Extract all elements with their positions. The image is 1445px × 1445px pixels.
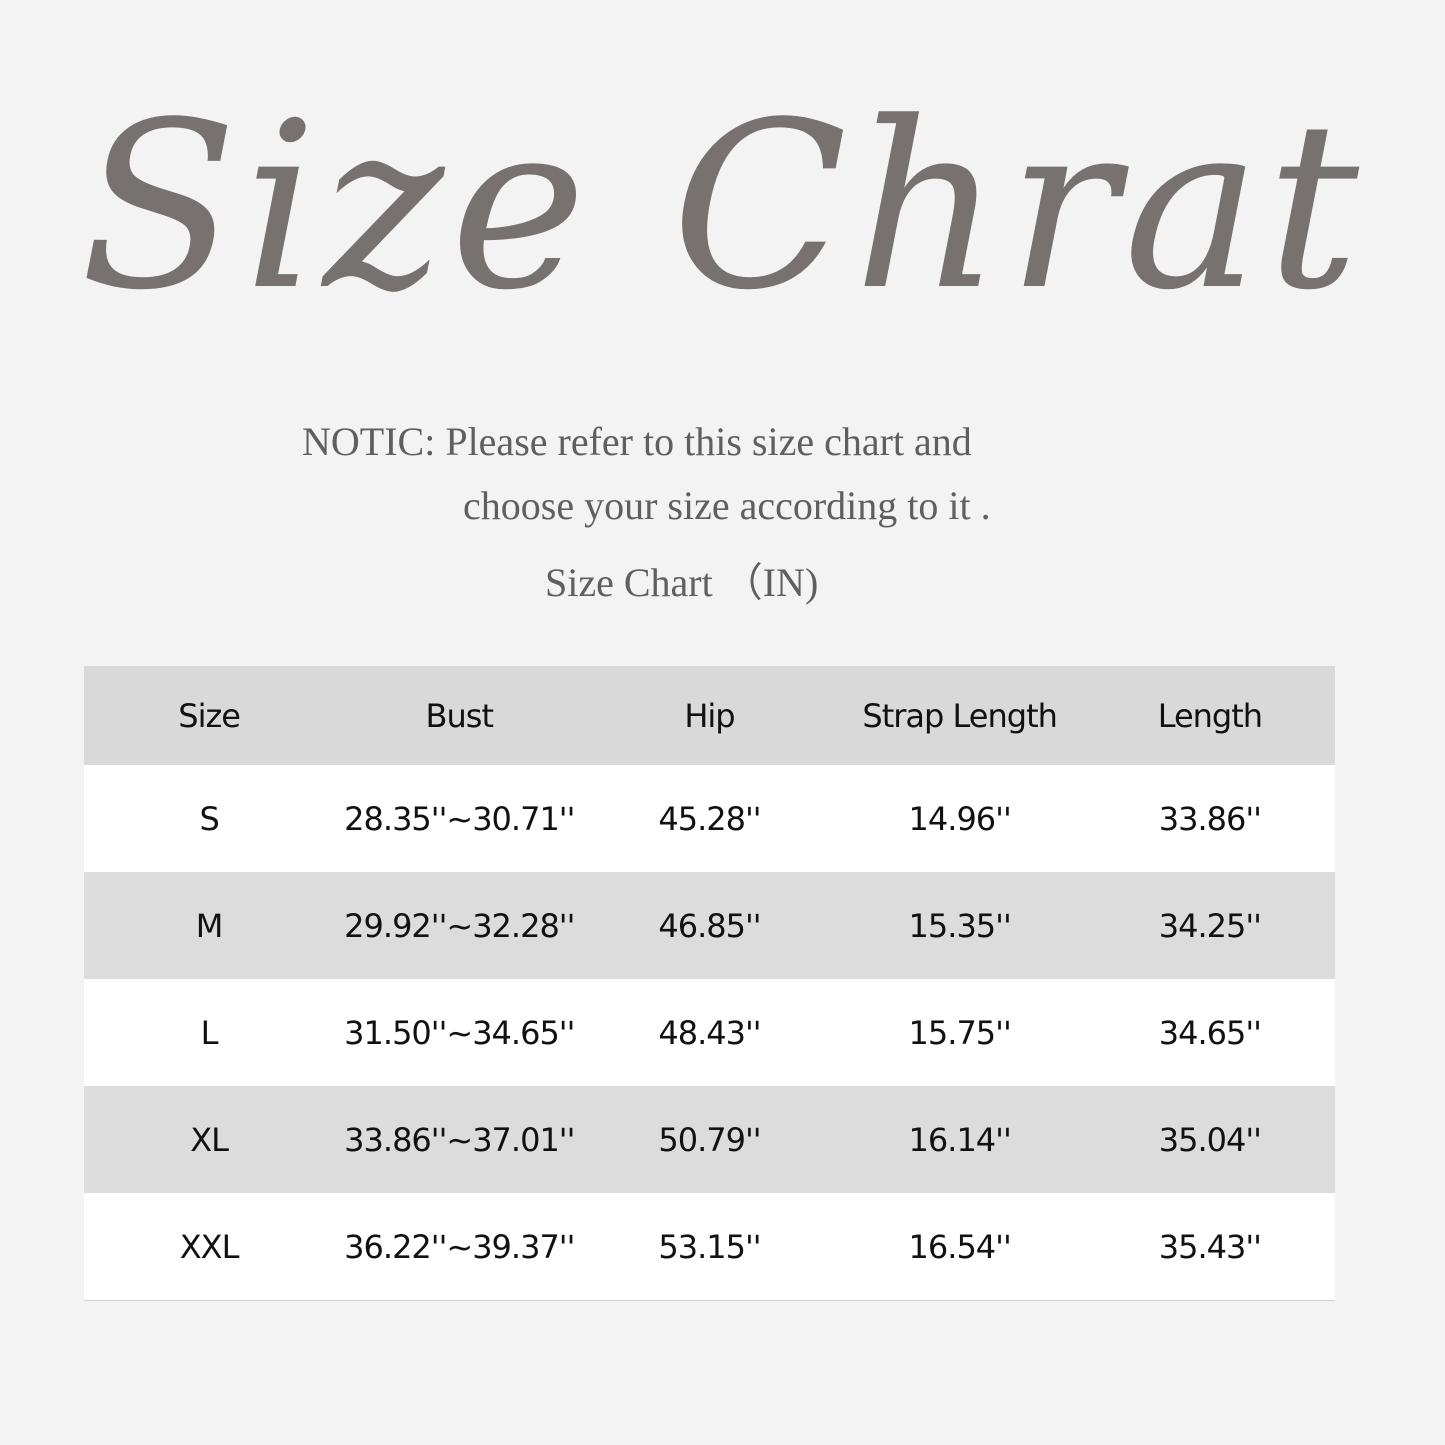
cell-bust: 28.35''~30.71'' xyxy=(334,765,585,872)
table-header-row: Size Bust Hip Strap Length Length xyxy=(84,666,1335,765)
cell-hip: 53.15'' xyxy=(584,1193,835,1301)
cell-bust: 36.22''~39.37'' xyxy=(334,1193,585,1301)
table-row: XXL 36.22''~39.37'' 53.15'' 16.54'' 35.43'' xyxy=(84,1193,1335,1301)
table-row: L 31.50''~34.65'' 48.43'' 15.75'' 34.65'' xyxy=(84,979,1335,1086)
cell-hip: 50.79'' xyxy=(584,1086,835,1193)
cell-size: M xyxy=(84,872,335,979)
cell-size: S xyxy=(84,765,335,872)
cell-strap-length: 14.96'' xyxy=(834,765,1085,872)
header-hip: Hip xyxy=(584,666,835,765)
table-row: S 28.35''~30.71'' 45.28'' 14.96'' 33.86'' xyxy=(84,765,1335,872)
cell-bust: 31.50''~34.65'' xyxy=(334,979,585,1086)
cell-hip: 48.43'' xyxy=(584,979,835,1086)
table-row: M 29.92''~32.28'' 46.85'' 15.35'' 34.25'' xyxy=(84,872,1335,979)
cell-bust: 33.86''~37.01'' xyxy=(334,1086,585,1193)
size-table: Size Bust Hip Strap Length Length S 28.35… xyxy=(84,666,1335,1301)
cell-length: 33.86'' xyxy=(1084,765,1335,872)
notice-line-3: Size Chart （IN) xyxy=(545,560,819,605)
cell-length: 34.25'' xyxy=(1084,872,1335,979)
cell-length: 34.65'' xyxy=(1084,979,1335,1086)
cell-strap-length: 15.75'' xyxy=(834,979,1085,1086)
cell-hip: 45.28'' xyxy=(584,765,835,872)
cell-hip: 46.85'' xyxy=(584,872,835,979)
header-size: Size xyxy=(84,666,335,765)
cell-strap-length: 16.54'' xyxy=(834,1193,1085,1301)
table-row: XL 33.86''~37.01'' 50.79'' 16.14'' 35.04'' xyxy=(84,1086,1335,1193)
cell-size: L xyxy=(84,979,335,1086)
cell-size: XL xyxy=(84,1086,335,1193)
header-strap-length: Strap Length xyxy=(834,666,1085,765)
cell-length: 35.43'' xyxy=(1084,1193,1335,1301)
notice-line-1: NOTIC: Please refer to this size chart a… xyxy=(302,419,972,464)
cell-strap-length: 16.14'' xyxy=(834,1086,1085,1193)
notice-line-2: choose your size according to it . xyxy=(463,483,991,528)
page-title: Size Chrat xyxy=(79,74,1366,341)
cell-length: 35.04'' xyxy=(1084,1086,1335,1193)
cell-size: XXL xyxy=(84,1193,335,1301)
header-length: Length xyxy=(1084,666,1335,765)
cell-strap-length: 15.35'' xyxy=(834,872,1085,979)
cell-bust: 29.92''~32.28'' xyxy=(334,872,585,979)
header-bust: Bust xyxy=(334,666,585,765)
